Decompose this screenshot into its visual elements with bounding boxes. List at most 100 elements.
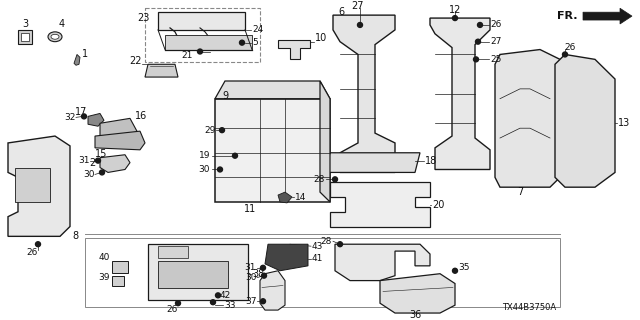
Text: 10: 10	[315, 33, 327, 43]
Polygon shape	[430, 18, 490, 170]
Text: 6: 6	[338, 7, 344, 17]
Text: 8: 8	[72, 231, 78, 241]
Text: 15: 15	[95, 149, 108, 159]
Circle shape	[337, 242, 342, 247]
Circle shape	[358, 22, 362, 28]
Bar	[21, 33, 29, 41]
Text: 35: 35	[458, 263, 470, 272]
Text: 27: 27	[490, 37, 501, 46]
Text: 31: 31	[79, 156, 90, 165]
Ellipse shape	[51, 34, 59, 39]
Polygon shape	[278, 192, 292, 203]
Text: 24: 24	[252, 25, 263, 34]
Text: 30: 30	[246, 273, 257, 282]
Polygon shape	[495, 50, 560, 187]
Bar	[18, 30, 32, 44]
Text: 36: 36	[409, 310, 421, 320]
Bar	[15, 168, 50, 202]
Polygon shape	[265, 244, 308, 271]
Text: 2: 2	[89, 158, 95, 168]
Text: 19: 19	[198, 151, 210, 160]
Circle shape	[260, 265, 266, 270]
Text: 28: 28	[314, 175, 325, 184]
Text: 21: 21	[182, 51, 193, 60]
Text: 38: 38	[252, 269, 264, 279]
Text: 17: 17	[75, 108, 87, 117]
Circle shape	[262, 273, 266, 278]
Text: 20: 20	[432, 200, 444, 210]
Polygon shape	[145, 64, 178, 77]
Text: 30: 30	[83, 170, 95, 179]
Circle shape	[333, 177, 337, 182]
Text: 42: 42	[220, 291, 231, 300]
Circle shape	[452, 268, 458, 273]
Circle shape	[216, 293, 221, 298]
Polygon shape	[555, 54, 615, 187]
Polygon shape	[215, 81, 330, 99]
Circle shape	[474, 57, 479, 62]
Polygon shape	[325, 153, 420, 172]
Circle shape	[35, 242, 40, 247]
Polygon shape	[260, 271, 285, 310]
Text: 18: 18	[425, 156, 437, 166]
Text: 22: 22	[129, 56, 142, 66]
Text: 33: 33	[224, 301, 236, 310]
Text: 12: 12	[449, 5, 461, 15]
Text: FR.: FR.	[557, 11, 578, 21]
Polygon shape	[74, 54, 80, 65]
Text: 26: 26	[26, 248, 38, 257]
Bar	[158, 261, 228, 288]
Polygon shape	[278, 40, 310, 60]
Bar	[145, 8, 260, 62]
Text: 26: 26	[490, 20, 501, 29]
Circle shape	[218, 167, 223, 172]
Text: 40: 40	[99, 253, 110, 262]
Circle shape	[260, 299, 266, 304]
Polygon shape	[320, 81, 330, 202]
Bar	[215, 99, 330, 202]
Text: 1: 1	[82, 50, 88, 60]
Text: 32: 32	[65, 113, 76, 122]
Text: 39: 39	[99, 273, 110, 282]
Bar	[165, 35, 252, 50]
Bar	[85, 238, 560, 307]
Circle shape	[476, 39, 481, 44]
Text: 13: 13	[618, 118, 630, 128]
Text: TX44B3750A: TX44B3750A	[502, 303, 556, 312]
Polygon shape	[95, 131, 145, 150]
Text: 37: 37	[246, 297, 257, 306]
Circle shape	[220, 128, 225, 132]
Polygon shape	[148, 244, 248, 300]
Text: 30: 30	[198, 165, 210, 174]
Text: 11: 11	[244, 204, 256, 214]
Circle shape	[232, 153, 237, 158]
Bar	[112, 261, 128, 273]
Polygon shape	[335, 244, 430, 281]
Text: 25: 25	[490, 55, 501, 64]
Polygon shape	[88, 114, 104, 126]
Polygon shape	[8, 136, 70, 236]
Circle shape	[239, 40, 244, 45]
Polygon shape	[380, 274, 455, 313]
Text: 26: 26	[564, 43, 576, 52]
Text: 23: 23	[138, 13, 150, 23]
Text: 5: 5	[252, 38, 258, 47]
Text: 28: 28	[321, 237, 332, 246]
Circle shape	[477, 22, 483, 28]
Text: 27: 27	[352, 1, 364, 11]
Circle shape	[95, 158, 100, 163]
Circle shape	[198, 49, 202, 54]
Polygon shape	[100, 155, 130, 172]
Circle shape	[175, 301, 180, 306]
Text: 26: 26	[166, 305, 178, 314]
Text: 41: 41	[312, 254, 323, 263]
Text: 9: 9	[222, 91, 228, 101]
Polygon shape	[100, 118, 138, 138]
Circle shape	[81, 114, 86, 119]
Bar	[158, 246, 188, 258]
Polygon shape	[158, 12, 245, 30]
Text: 14: 14	[295, 193, 307, 202]
Ellipse shape	[48, 32, 62, 42]
Polygon shape	[333, 15, 395, 172]
Polygon shape	[583, 8, 632, 24]
